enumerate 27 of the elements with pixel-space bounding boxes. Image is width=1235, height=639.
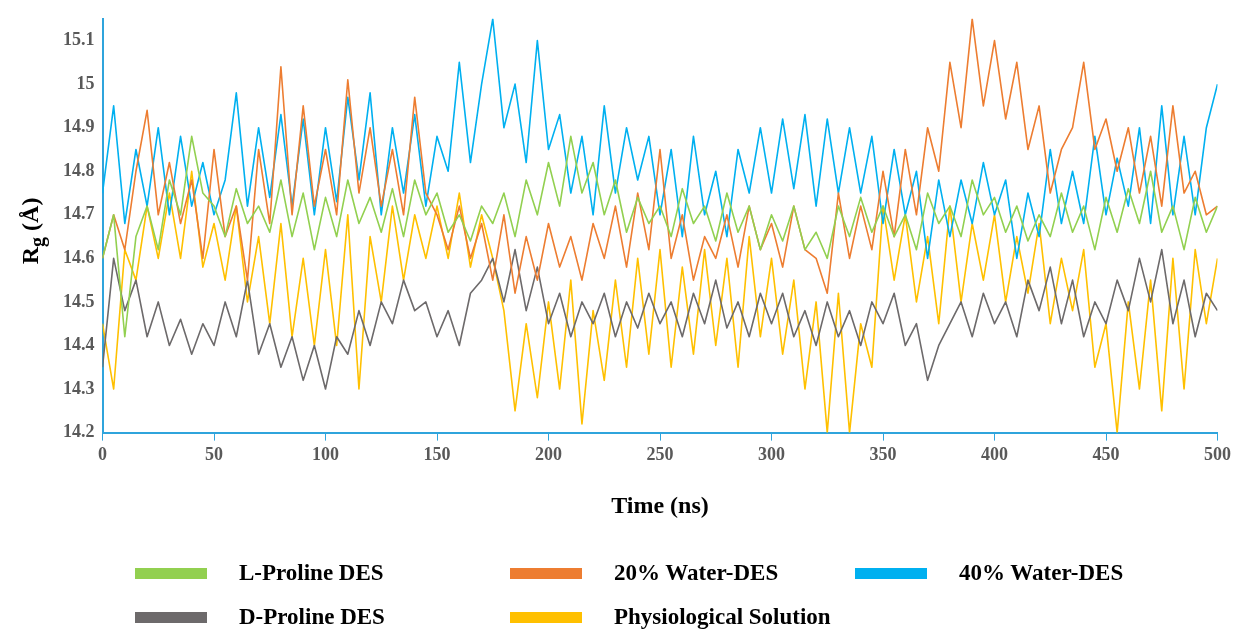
y-tick-label: 14.7 (63, 203, 95, 224)
legend-label: D-Proline DES (239, 604, 385, 630)
x-axis-title: Time (ns) (611, 491, 709, 518)
x-tick-label: 500 (1204, 444, 1231, 465)
x-tick-label: 200 (535, 444, 562, 465)
y-tick-label: 14.5 (63, 290, 95, 311)
y-tick-label: 14.2 (63, 421, 95, 442)
y-tick-label: 15.1 (63, 29, 95, 50)
y-tick-label: 14.4 (63, 334, 95, 355)
x-tick-label: 150 (423, 444, 451, 465)
legend-label: 40% Water-DES (959, 560, 1124, 586)
legend-label: L-Proline DES (239, 560, 384, 586)
x-tick-label: 300 (758, 444, 785, 465)
x-tick-label: 350 (869, 444, 897, 465)
x-tick-label: 450 (1092, 444, 1120, 465)
x-tick-label: 400 (981, 444, 1008, 465)
x-tick-label: 0 (98, 444, 107, 465)
legend-label: Physiological Solution (614, 604, 831, 630)
y-tick-label: 14.3 (63, 377, 95, 398)
y-tick-label: 14.9 (63, 116, 95, 137)
legend-label: 20% Water-DES (614, 560, 779, 586)
y-tick-label: 15 (76, 72, 95, 93)
y-tick-label: 14.6 (63, 247, 95, 268)
x-tick-label: 250 (646, 444, 674, 465)
y-tick-label: 14.8 (63, 159, 95, 180)
x-tick-label: 50 (205, 444, 223, 465)
x-tick-label: 100 (312, 444, 339, 465)
